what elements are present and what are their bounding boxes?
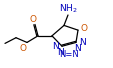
Text: N=N: N=N bbox=[59, 50, 78, 59]
Text: O: O bbox=[30, 15, 37, 24]
Text: N: N bbox=[73, 44, 80, 53]
Text: O: O bbox=[19, 44, 26, 53]
Text: N: N bbox=[52, 42, 59, 51]
Text: NH$_2$: NH$_2$ bbox=[58, 2, 77, 15]
Text: N: N bbox=[57, 48, 63, 57]
Text: O: O bbox=[80, 24, 87, 33]
Text: N: N bbox=[78, 38, 85, 47]
